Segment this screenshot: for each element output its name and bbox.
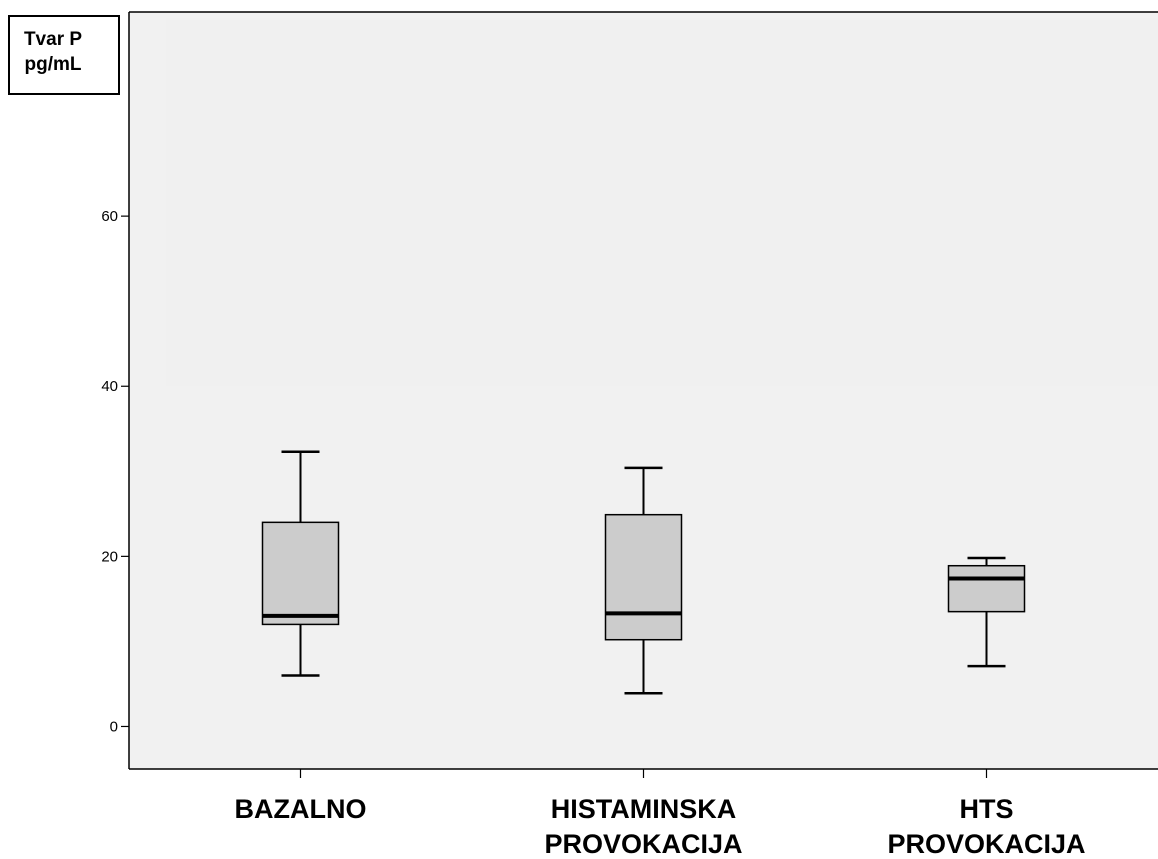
x-categories: BAZALNO HISTAMINSKA PROVOKACIJA HTS PROVOKAC… [235,769,1086,859]
y-axis-label: Tvar P pg/mL [8,15,120,95]
y-ticks: 0 20 40 60 [101,208,129,735]
box [947,564,1026,613]
y-tick-label: 20 [101,548,118,565]
y-tick-label: 40 [101,378,118,395]
box [261,521,340,626]
y-tick-label: 0 [110,718,118,735]
x-category-label: PROVOKACIJA [887,829,1085,859]
y-axis-label-line-2: pg/mL [24,54,82,75]
boxes [261,450,1026,695]
plot-highlight [166,18,1158,386]
y-axis-label-line-1: Tvar P [23,29,83,50]
x-category-label: HTS [960,794,1014,824]
box [604,513,683,641]
x-category-label: HISTAMINSKA [551,794,737,824]
x-category-label: PROVOKACIJA [544,829,742,859]
y-tick-label: 60 [101,208,118,225]
x-category-label: BAZALNO [235,794,367,824]
